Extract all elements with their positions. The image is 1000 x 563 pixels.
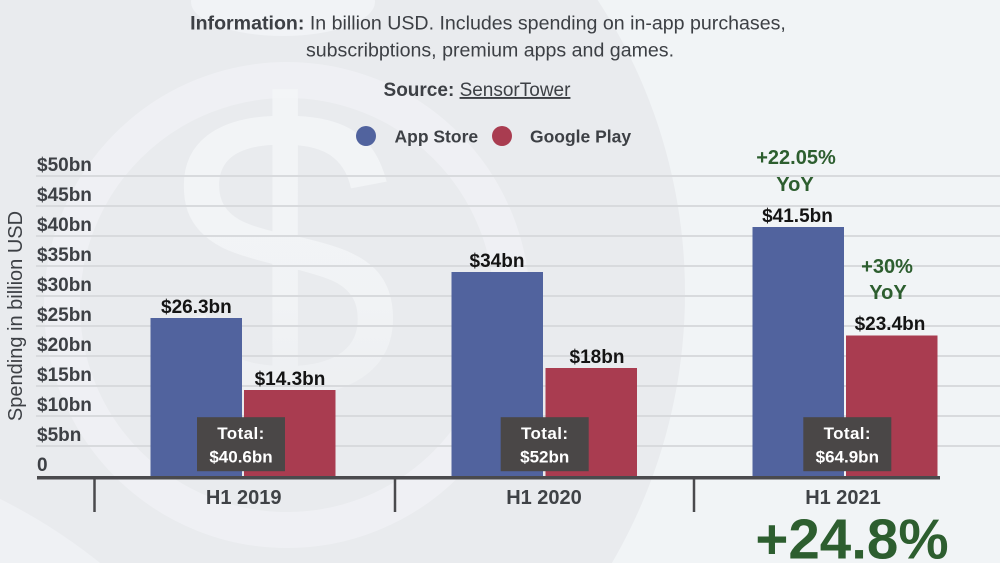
svg-text:$14.3bn: $14.3bn (255, 369, 326, 390)
svg-text:$50bn: $50bn (37, 155, 92, 176)
svg-text:subscribptions, premium apps a: subscribptions, premium apps and games. (306, 40, 674, 62)
svg-text:$35bn: $35bn (37, 245, 92, 266)
svg-text:$5bn: $5bn (37, 425, 81, 446)
svg-text:Spending in billion USD: Spending in billion USD (5, 211, 27, 421)
svg-text:Google Play: Google Play (530, 127, 631, 147)
svg-text:Information: In billion USD. I: Information: In billion USD. Includes sp… (190, 13, 786, 35)
svg-text:$26.3bn: $26.3bn (161, 297, 232, 318)
svg-text:$25bn: $25bn (37, 305, 92, 326)
svg-text:$34bn: $34bn (470, 251, 525, 272)
svg-text:0: 0 (37, 455, 48, 476)
svg-text:$45bn: $45bn (37, 185, 92, 206)
svg-text:Source: SensorTower: Source: SensorTower (384, 80, 572, 101)
svg-text:YoY: YoY (869, 282, 907, 304)
svg-text:H1 2019: H1 2019 (206, 487, 282, 509)
svg-text:$40bn: $40bn (37, 215, 92, 236)
svg-text:H1 2021: H1 2021 (805, 487, 881, 509)
svg-text:$52bn: $52bn (520, 448, 569, 467)
svg-text:YoY: YoY (776, 174, 814, 196)
svg-text:+22.05%: +22.05% (756, 147, 836, 169)
svg-text:$40.6bn: $40.6bn (209, 448, 272, 467)
svg-text:H1 2020: H1 2020 (506, 487, 582, 509)
svg-text:Total:: Total: (521, 424, 568, 443)
svg-text:$15bn: $15bn (37, 365, 92, 386)
svg-text:$20bn: $20bn (37, 335, 92, 356)
svg-text:$18bn: $18bn (570, 347, 625, 368)
svg-text:$41.5bn: $41.5bn (762, 206, 833, 227)
svg-text:$23.4bn: $23.4bn (855, 314, 926, 335)
svg-text:Total:: Total: (824, 424, 871, 443)
svg-text:$30bn: $30bn (37, 275, 92, 296)
svg-text:+24.8%: +24.8% (755, 508, 948, 563)
svg-text:+30%: +30% (861, 256, 913, 278)
svg-text:$64.9bn: $64.9bn (816, 448, 879, 467)
svg-text:$10bn: $10bn (37, 395, 92, 416)
svg-text:Total:: Total: (217, 424, 264, 443)
svg-text:App Store: App Store (395, 127, 479, 147)
